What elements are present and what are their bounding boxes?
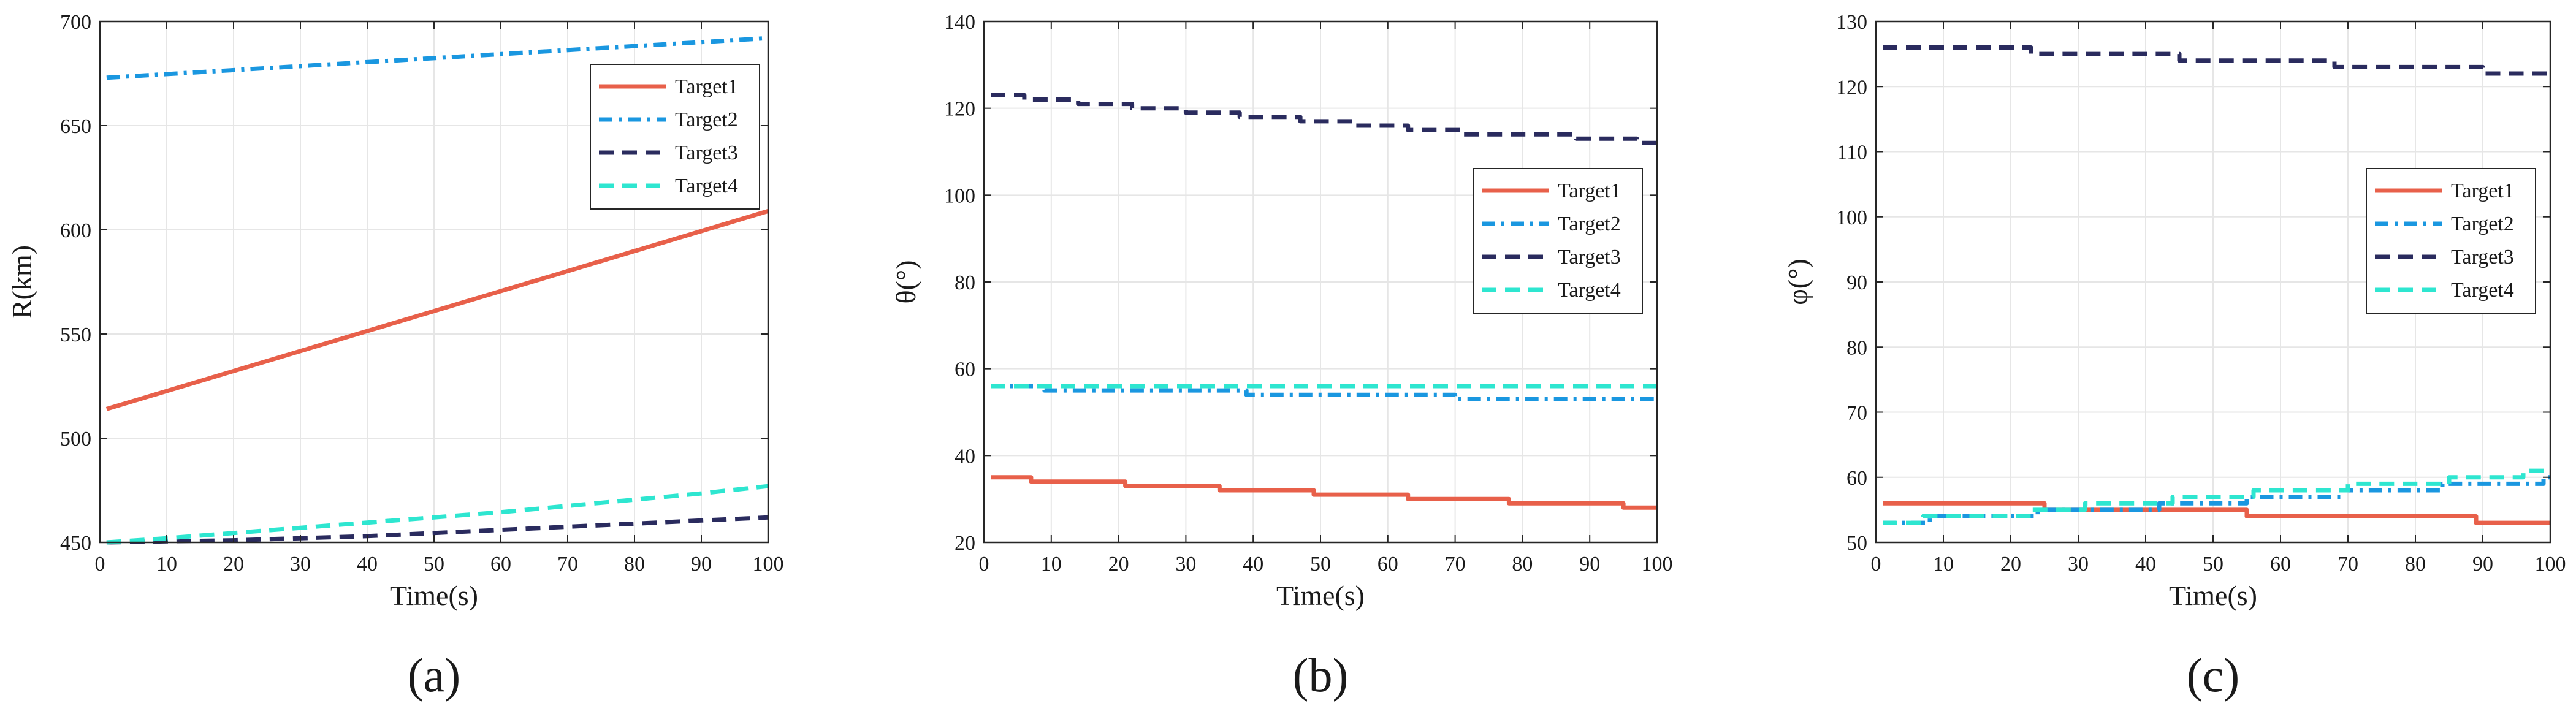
y-tick-label: 40 [955, 445, 975, 468]
y-tick-label: 130 [1836, 11, 1867, 34]
legend-label-target4: Target4 [1558, 279, 1621, 302]
y-tick-label: 100 [944, 184, 975, 207]
panel-caption: (b) [1293, 648, 1349, 702]
y-tick-label: 600 [60, 219, 91, 242]
legend-label-target2: Target2 [675, 108, 738, 131]
series-line-target4 [1883, 468, 2550, 525]
legend-label-target3: Target3 [2451, 246, 2514, 268]
y-tick-label: 60 [955, 359, 975, 381]
x-tick-label: 70 [1445, 553, 1466, 575]
chart-panel-1: 0 10 20 30 40 50 60 70 80 90 100 450 500 550 600 650 700… [6, 11, 784, 702]
series-line-target1 [1883, 501, 2550, 525]
x-tick-label: 10 [1041, 553, 1062, 575]
x-tick-label: 40 [2135, 553, 2156, 575]
legend-label-target3: Target3 [675, 142, 738, 164]
x-tick-label: 0 [979, 553, 989, 575]
x-tick-label: 30 [290, 553, 311, 575]
y-tick-label: 60 [1846, 467, 1867, 490]
legend-label-target4: Target4 [675, 175, 738, 197]
x-tick-label: 0 [1871, 553, 1881, 575]
y-tick-label: 20 [955, 532, 975, 555]
y-axis-label: φ(°) [1782, 259, 1813, 305]
y-axis-label: R(km) [6, 245, 37, 319]
x-tick-label: 20 [223, 553, 244, 575]
series-line-target2 [991, 384, 1657, 401]
y-axis-label: θ(°) [890, 260, 921, 303]
series-line-target2 [106, 36, 769, 80]
y-tick-label: 70 [1846, 402, 1867, 425]
series-line-target1 [991, 475, 1657, 510]
legend-label-target2: Target2 [2451, 213, 2514, 235]
x-tick-label: 60 [2270, 553, 2291, 575]
y-tick-label: 120 [944, 98, 975, 121]
y-tick-label: 110 [1837, 142, 1867, 164]
panel-caption: (a) [408, 648, 461, 702]
series-line-target1 [105, 209, 769, 411]
y-tick-label: 100 [1836, 207, 1867, 229]
series-line-target3 [106, 515, 769, 545]
x-tick-label: 50 [2203, 553, 2224, 575]
y-tick-label: 500 [60, 428, 91, 450]
x-tick-label: 60 [490, 553, 511, 575]
y-tick-label: 140 [944, 11, 975, 34]
legend-label-target4: Target4 [2451, 279, 2514, 302]
x-tick-label: 40 [357, 553, 378, 575]
chart-panel-2: 0 10 20 30 40 50 60 70 80 90 100 20 40 60 80 100 120 140 T… [890, 11, 1673, 702]
x-axis-label: Time(s) [2169, 580, 2257, 611]
series-line-target4 [106, 484, 769, 545]
y-tick-label: 700 [60, 11, 91, 34]
x-tick-label: 50 [1310, 553, 1331, 575]
legend-label-target1: Target1 [675, 75, 738, 98]
y-tick-label: 80 [955, 272, 975, 294]
legend: Target1 Target2 Target3 Target4 [1473, 168, 1643, 314]
x-tick-label: 20 [2000, 553, 2021, 575]
x-tick-label: 10 [1933, 553, 1954, 575]
y-tick-label: 50 [1846, 532, 1867, 555]
x-axis-label: Time(s) [1276, 580, 1365, 611]
x-tick-label: 20 [1108, 553, 1129, 575]
legend-label-target1: Target1 [1558, 180, 1621, 202]
legend: Target1 Target2 Target3 Target4 [2366, 168, 2536, 314]
series-line-target3 [991, 93, 1657, 145]
legend: Target1 Target2 Target3 Target4 [590, 64, 760, 210]
x-tick-label: 30 [2068, 553, 2089, 575]
x-tick-label: 70 [557, 553, 578, 575]
x-tick-label: 100 [2535, 553, 2566, 575]
x-tick-label: 90 [1579, 553, 1600, 575]
x-tick-label: 80 [624, 553, 645, 575]
x-tick-label: 10 [156, 553, 177, 575]
panel-caption: (c) [2187, 648, 2240, 702]
y-tick-label: 550 [60, 324, 91, 346]
chart-panel-3: 0 10 20 30 40 50 60 70 80 90 100 50 60 70 80 90 100 110 12… [1782, 11, 2566, 702]
x-tick-label: 90 [2472, 553, 2493, 575]
x-tick-label: 60 [1378, 553, 1398, 575]
x-tick-label: 80 [1512, 553, 1533, 575]
y-tick-label: 650 [60, 115, 91, 138]
x-tick-label: 80 [2405, 553, 2426, 575]
x-tick-label: 0 [95, 553, 105, 575]
x-tick-label: 100 [1642, 553, 1673, 575]
x-tick-label: 30 [1175, 553, 1196, 575]
legend-label-target1: Target1 [2451, 180, 2514, 202]
x-tick-label: 50 [424, 553, 444, 575]
x-tick-label: 40 [1243, 553, 1263, 575]
legend-label-target3: Target3 [1558, 246, 1621, 268]
x-tick-label: 100 [753, 553, 784, 575]
y-tick-label: 80 [1846, 336, 1867, 359]
x-tick-label: 90 [691, 553, 712, 575]
legend-label-target2: Target2 [1558, 213, 1621, 235]
series-line-target3 [1883, 45, 2550, 76]
y-tick-label: 120 [1836, 76, 1867, 99]
y-tick-label: 450 [60, 532, 91, 555]
x-tick-label: 70 [2338, 553, 2358, 575]
x-axis-label: Time(s) [390, 580, 478, 611]
y-tick-label: 90 [1846, 272, 1867, 294]
